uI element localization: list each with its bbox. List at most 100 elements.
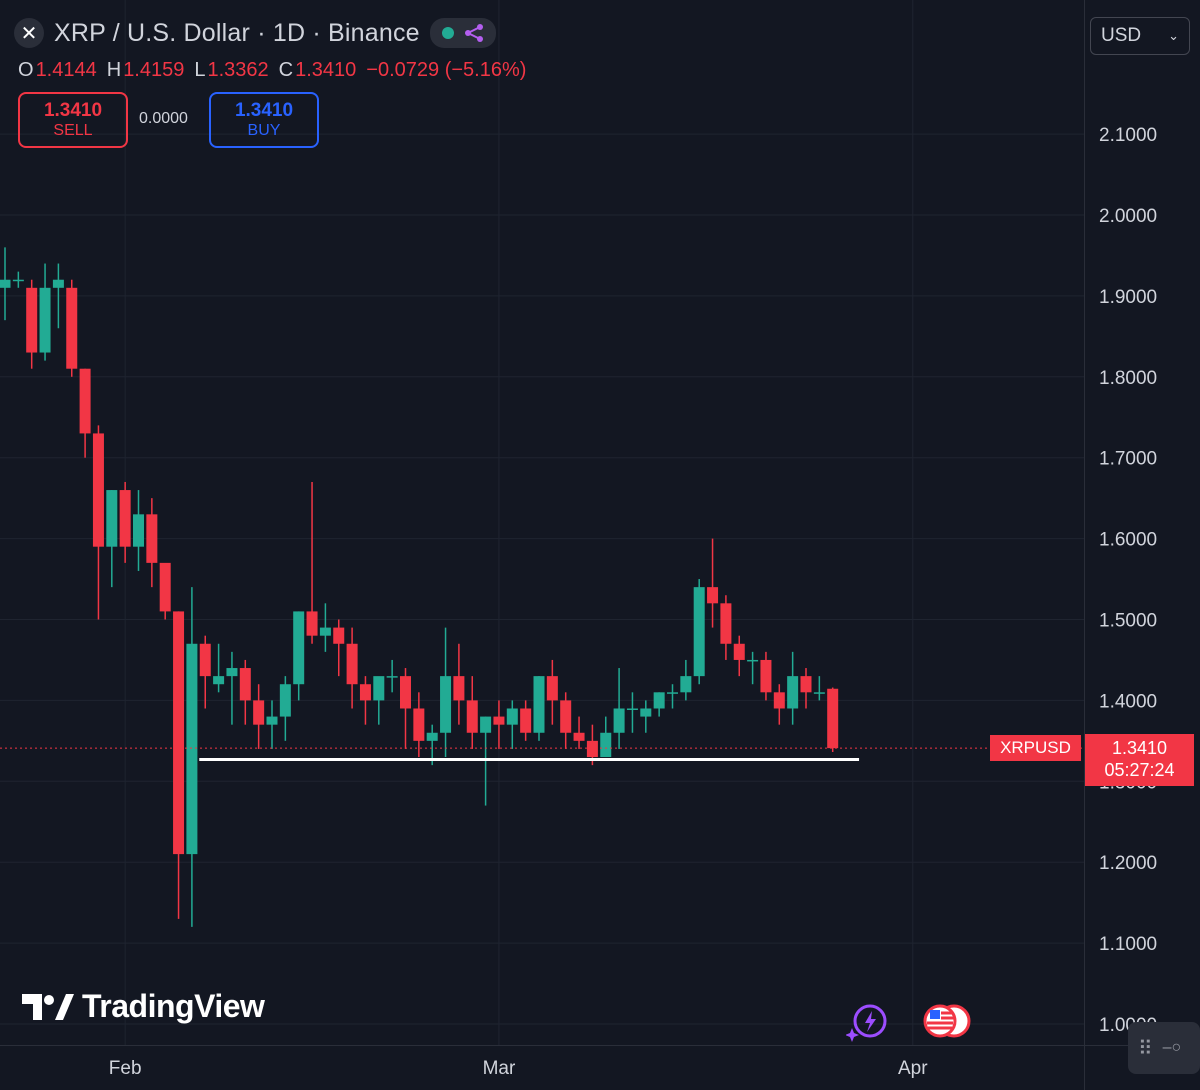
candle[interactable]: [79, 368, 91, 458]
candle-body: [253, 700, 265, 725]
candle-body: [653, 692, 665, 709]
events-icon[interactable]: [846, 1002, 890, 1042]
spread-value: 0.0000: [139, 110, 188, 127]
candle-body: [827, 688, 839, 749]
candle[interactable]: [279, 676, 291, 741]
us-economic-events-icon[interactable]: [922, 1002, 974, 1042]
candle[interactable]: [39, 263, 51, 361]
candle[interactable]: [253, 684, 265, 749]
candle[interactable]: [680, 659, 692, 701]
candle[interactable]: [400, 668, 411, 749]
candle[interactable]: [26, 279, 38, 369]
candle[interactable]: [173, 611, 185, 919]
candle-body: [747, 659, 759, 662]
candle[interactable]: [226, 651, 238, 725]
drag-handle[interactable]: ⠿ –○: [1128, 1022, 1200, 1074]
candle[interactable]: [560, 692, 572, 749]
candle[interactable]: [199, 635, 211, 709]
candle[interactable]: [333, 619, 345, 677]
candle-body: [453, 676, 465, 701]
candle[interactable]: [760, 651, 772, 701]
candle[interactable]: [626, 692, 638, 733]
candle[interactable]: [306, 481, 318, 644]
candle[interactable]: [707, 538, 719, 628]
candle[interactable]: [213, 643, 225, 693]
candle[interactable]: [667, 684, 678, 709]
candle[interactable]: [453, 643, 465, 725]
candle[interactable]: [827, 687, 839, 753]
candle-body: [800, 676, 812, 693]
candle[interactable]: [800, 668, 812, 709]
candle[interactable]: [787, 651, 799, 725]
candle-body: [413, 708, 425, 741]
candle[interactable]: [480, 716, 492, 806]
candle[interactable]: [359, 676, 371, 725]
sell-button[interactable]: 1.3410 SELL: [18, 92, 128, 148]
candle-body: [213, 676, 225, 685]
candle[interactable]: [413, 692, 425, 758]
candle[interactable]: [239, 659, 251, 725]
candle[interactable]: [159, 562, 171, 620]
candle-body: [239, 668, 251, 701]
candle[interactable]: [613, 668, 625, 749]
candle[interactable]: [186, 587, 198, 927]
candle[interactable]: [0, 247, 11, 321]
candle-body: [119, 490, 131, 547]
candle[interactable]: [733, 635, 745, 677]
close-value: 1.3410: [295, 59, 357, 81]
candle[interactable]: [600, 716, 612, 758]
candle[interactable]: [386, 659, 398, 693]
candle[interactable]: [693, 579, 705, 685]
change-value: −0.0729 (−5.16%): [366, 59, 527, 81]
candle[interactable]: [92, 425, 104, 620]
candle[interactable]: [493, 700, 505, 749]
open-value: 1.4144: [35, 59, 97, 81]
candle-body: [373, 676, 385, 701]
candle[interactable]: [466, 676, 478, 749]
candle[interactable]: [373, 676, 385, 725]
candle-body: [640, 708, 652, 717]
candle[interactable]: [546, 659, 558, 725]
candle-body: [546, 676, 558, 701]
candle[interactable]: [573, 716, 585, 749]
candle[interactable]: [773, 684, 785, 725]
candle[interactable]: [66, 279, 78, 377]
y-tick-label: 1.6000: [1099, 530, 1157, 551]
candle[interactable]: [146, 498, 158, 588]
close-icon[interactable]: ✕: [14, 18, 44, 48]
candle[interactable]: [653, 692, 665, 717]
buy-button[interactable]: 1.3410 BUY: [209, 92, 319, 148]
currency-select[interactable]: USD ⌄: [1090, 17, 1190, 55]
candle[interactable]: [52, 263, 64, 329]
candle[interactable]: [506, 700, 518, 749]
candle[interactable]: [293, 611, 305, 701]
candle-body: [440, 676, 452, 733]
candle[interactable]: [440, 627, 452, 758]
candle[interactable]: [119, 481, 131, 563]
candle[interactable]: [747, 651, 759, 685]
candle-body: [279, 684, 291, 717]
last-price-tag: 1.3410 05:27:24: [1085, 734, 1194, 786]
x-tick-label: Mar: [483, 1058, 516, 1079]
candle-body: [760, 659, 772, 693]
candle-body: [186, 643, 198, 855]
candle[interactable]: [346, 627, 358, 709]
candle[interactable]: [319, 603, 331, 652]
candle-body: [466, 700, 478, 733]
symbol-title[interactable]: XRP / U.S. Dollar · 1D · Binance: [54, 18, 420, 47]
market-open-icon: [441, 27, 454, 39]
candle[interactable]: [266, 700, 278, 749]
candle[interactable]: [533, 676, 545, 741]
candle[interactable]: [133, 490, 144, 571]
candle[interactable]: [813, 676, 825, 701]
candle-body: [773, 692, 785, 709]
bar-countdown: 05:27:24: [1104, 760, 1175, 780]
candle[interactable]: [720, 595, 732, 660]
candle[interactable]: [640, 700, 652, 733]
candle[interactable]: [106, 490, 118, 588]
candle[interactable]: [12, 271, 24, 288]
indicator-status-pill[interactable]: [429, 18, 496, 48]
candle[interactable]: [520, 700, 532, 741]
candle-body: [0, 279, 11, 288]
